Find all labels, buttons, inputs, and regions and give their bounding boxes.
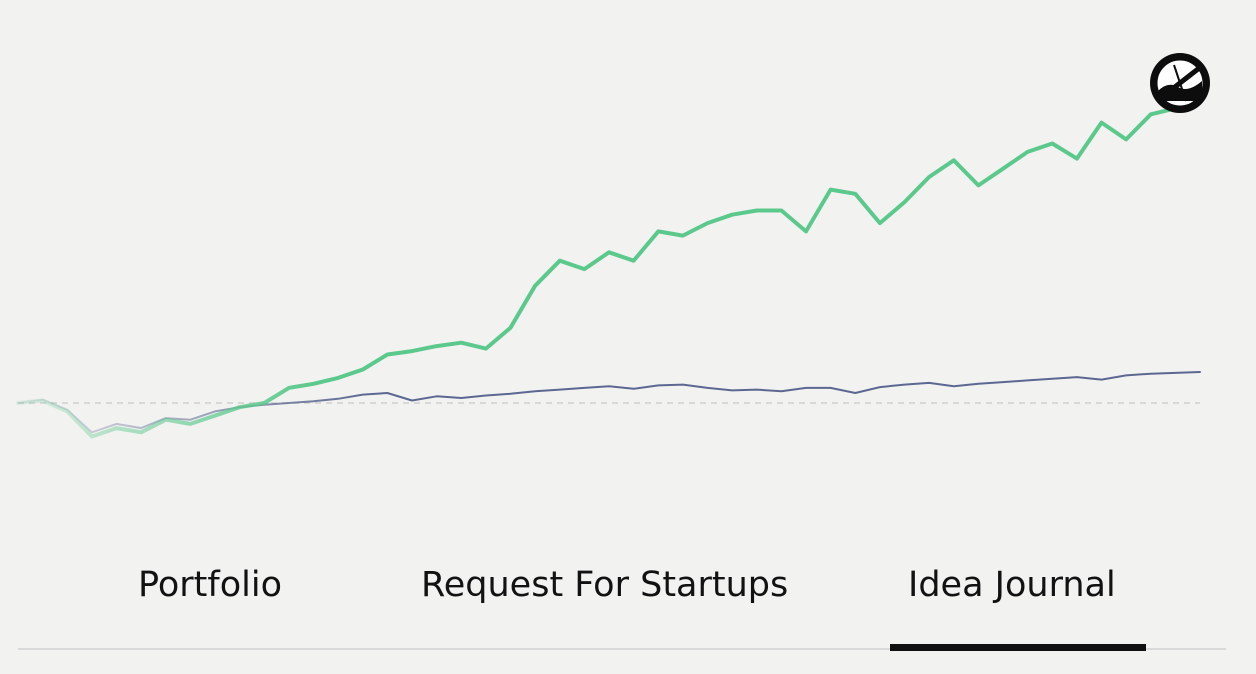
tab-divider bbox=[18, 648, 1226, 650]
tab-portfolio[interactable]: Portfolio bbox=[138, 565, 282, 605]
tab-bar: Portfolio Request For Startups Idea Jour… bbox=[0, 540, 1256, 674]
series-line-green bbox=[16, 93, 1202, 439]
avatar-logo-icon[interactable] bbox=[1148, 51, 1212, 115]
chart-svg bbox=[16, 93, 1202, 439]
performance-chart bbox=[16, 51, 1212, 439]
tab-idea-journal[interactable]: Idea Journal bbox=[908, 565, 1116, 605]
series-line-blue bbox=[17, 371, 1201, 434]
active-tab-underline bbox=[890, 644, 1146, 651]
tab-request-for-startups[interactable]: Request For Startups bbox=[421, 565, 789, 605]
series-layer bbox=[16, 93, 1202, 439]
